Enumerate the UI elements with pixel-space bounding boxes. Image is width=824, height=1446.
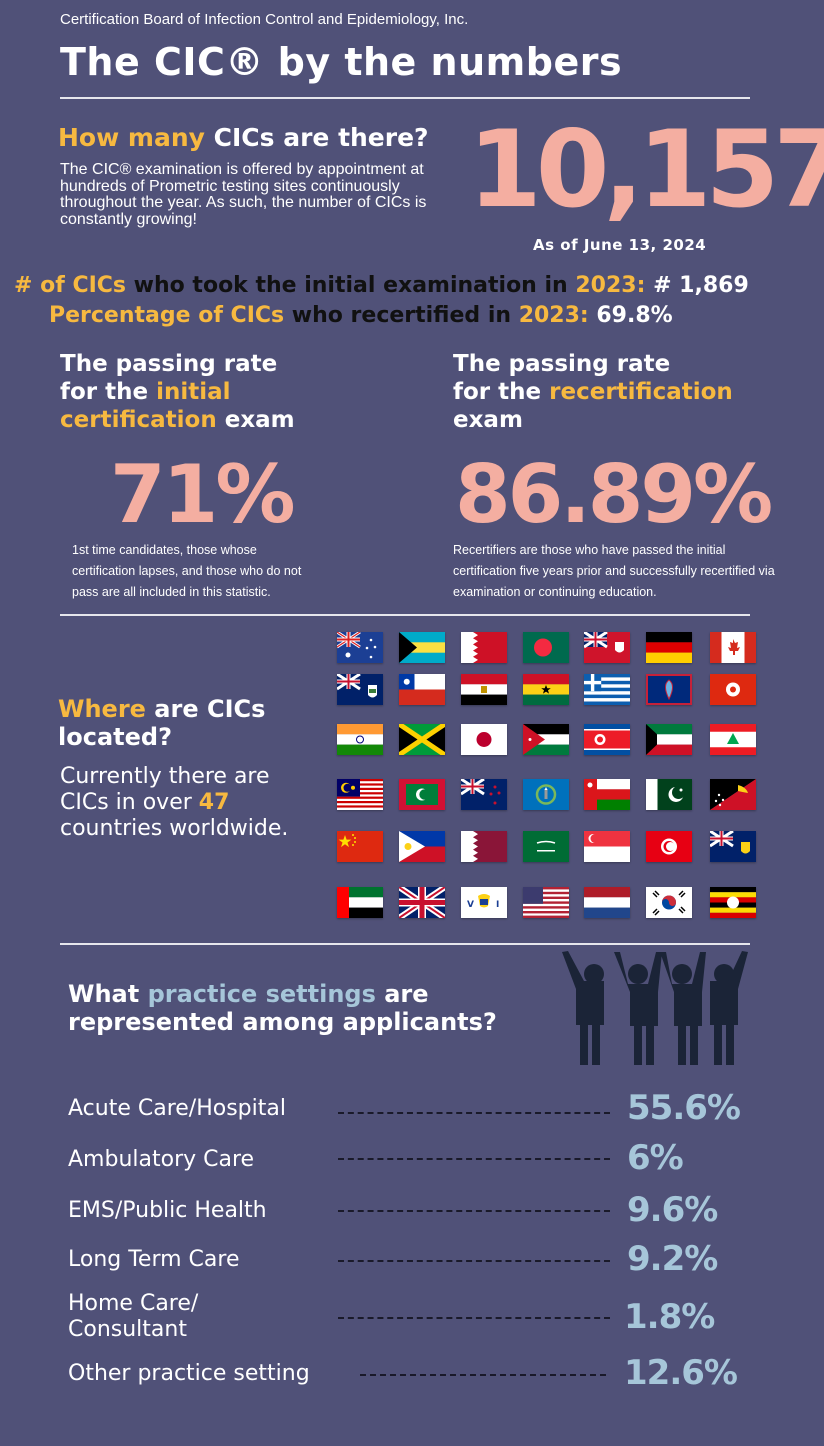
practice-value: 12.6% xyxy=(624,1353,738,1393)
practice-value: 1.8% xyxy=(624,1297,715,1337)
location-question: Where are CICs located? xyxy=(58,695,266,751)
recert-exam-heading: The passing rate for the recertification… xyxy=(453,351,733,433)
egypt-flag xyxy=(461,674,507,705)
leader-line xyxy=(338,1260,610,1262)
page-title: The CIC® by the numbers xyxy=(60,40,623,84)
recert-stat: Percentage of CICs who recertified in 20… xyxy=(49,303,673,328)
svg-text:V: V xyxy=(467,900,474,910)
united-kingdom-flag xyxy=(399,887,445,918)
practice-label: Home Care/ Consultant xyxy=(68,1291,199,1342)
divider xyxy=(60,614,750,616)
pakistan-flag xyxy=(646,779,692,810)
uganda-flag xyxy=(710,887,756,918)
practice-label: EMS/Public Health xyxy=(68,1198,267,1223)
india-flag xyxy=(337,724,383,755)
bahamas-flag xyxy=(399,632,445,663)
canada-flag xyxy=(710,632,756,663)
practice-value: 6% xyxy=(627,1138,684,1178)
initial-pass-rate: 71% xyxy=(110,448,295,541)
china-flag xyxy=(337,831,383,862)
divider xyxy=(60,97,750,99)
netherlands-flag xyxy=(584,887,630,918)
hong-kong-flag xyxy=(710,674,756,705)
jordan-flag xyxy=(523,724,569,755)
leader-line xyxy=(360,1374,606,1376)
leader-line xyxy=(338,1210,610,1212)
maldives-flag xyxy=(399,779,445,810)
papua-new-guinea-flag xyxy=(710,779,756,810)
australia-flag xyxy=(337,632,383,663)
bermuda-flag xyxy=(584,632,630,663)
south-korea-flag xyxy=(646,887,692,918)
singapore-flag xyxy=(584,831,630,862)
total-cics: 10,157 xyxy=(468,108,824,231)
saudi-arabia-flag xyxy=(523,831,569,862)
malaysia-flag xyxy=(337,779,383,810)
recert-exam-note: Recertifiers are those who have passed t… xyxy=(453,543,775,599)
recert-pass-rate: 86.89% xyxy=(455,448,773,541)
practice-label: Acute Care/Hospital xyxy=(68,1096,286,1121)
country-count-text: Currently there are CICs in over 47 coun… xyxy=(60,764,289,841)
tunisia-flag xyxy=(646,831,692,862)
organization-name: Certification Board of Infection Control… xyxy=(60,11,469,28)
turks-and-caicos-flag xyxy=(710,831,756,862)
practice-label: Other practice setting xyxy=(68,1361,310,1386)
usa-flag xyxy=(523,887,569,918)
greece-flag xyxy=(584,674,630,705)
count-question: How many CICs are there? xyxy=(58,123,429,152)
chile-flag xyxy=(399,674,445,705)
ghana-flag xyxy=(523,674,569,705)
jamaica-flag xyxy=(399,724,445,755)
practice-label: Long Term Care xyxy=(68,1247,240,1272)
practice-value: 55.6% xyxy=(627,1088,741,1128)
cayman-islands-flag xyxy=(337,674,383,705)
qatar-flag xyxy=(461,831,507,862)
bangladesh-flag xyxy=(523,632,569,663)
uae-flag xyxy=(337,887,383,918)
initial-exam-stat: # of CICs who took the initial examinati… xyxy=(14,273,749,298)
lebanon-flag xyxy=(710,724,756,755)
initial-exam-heading: The passing rate for the initial certifi… xyxy=(60,351,295,433)
japan-flag xyxy=(461,724,507,755)
north-korea-flag xyxy=(584,724,630,755)
germany-flag xyxy=(646,632,692,663)
divider xyxy=(60,943,750,945)
people-cheering-icon xyxy=(560,950,750,1070)
new-zealand-flag xyxy=(461,779,507,810)
oman-flag xyxy=(584,779,630,810)
practice-value: 9.6% xyxy=(627,1190,718,1230)
initial-exam-note: 1st time candidates, those whose certifi… xyxy=(72,543,302,599)
bahrain-flag xyxy=(461,632,507,663)
count-description: The CIC® examination is offered by appoi… xyxy=(60,161,427,228)
guam-flag xyxy=(646,674,692,705)
kuwait-flag xyxy=(646,724,692,755)
leader-line xyxy=(338,1112,610,1114)
philippines-flag xyxy=(399,831,445,862)
practice-value: 9.2% xyxy=(627,1239,718,1279)
leader-line xyxy=(338,1158,610,1160)
svg-text:I: I xyxy=(496,900,499,910)
leader-line xyxy=(338,1317,610,1319)
practice-label: Ambulatory Care xyxy=(68,1147,255,1172)
practice-settings-question: What practice settings are represented a… xyxy=(68,980,497,1036)
northern-mariana-islands-flag xyxy=(523,779,569,810)
as-of-date: As of June 13, 2024 xyxy=(533,236,707,254)
